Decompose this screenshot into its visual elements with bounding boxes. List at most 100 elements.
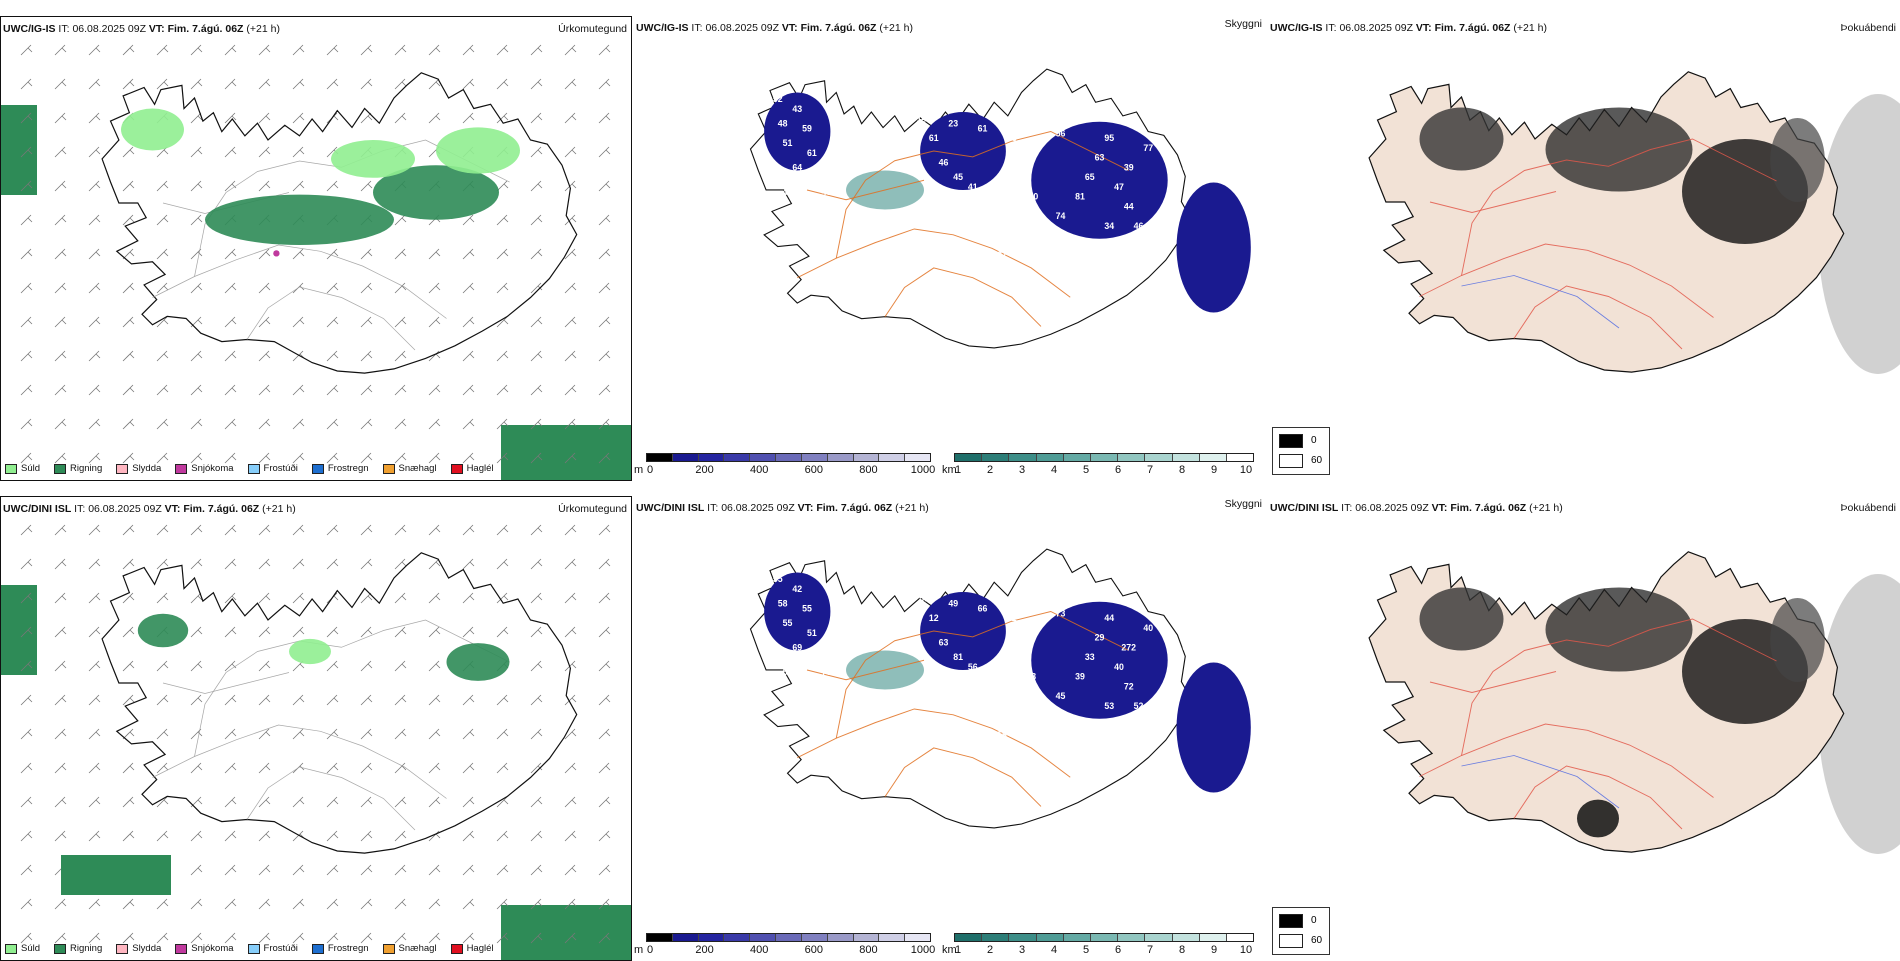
precip-legend-label: Snæhagl (398, 943, 437, 954)
wind-barb (20, 728, 33, 740)
wind-barb (462, 78, 475, 90)
wind-barb (54, 282, 67, 294)
wind-barb (54, 694, 67, 706)
precip-legend-item: Frostúði (247, 463, 298, 474)
ceiling-label: 52 (1134, 701, 1144, 711)
wind-barb (598, 248, 611, 260)
precip-legend-item: Snjókoma (175, 943, 234, 954)
wind-barb (224, 282, 237, 294)
visibility-colorbar: km 1 2 3 4 5 6 7 8 9 10 (942, 451, 1262, 481)
colorbar-segment (776, 934, 802, 941)
wind-barb (156, 350, 169, 362)
ceiling-label: 46 (1095, 260, 1105, 270)
wind-barb (360, 626, 373, 638)
colorbar-segment (982, 454, 1010, 461)
colorbar-segment (1063, 934, 1091, 941)
wind-barb (292, 146, 305, 158)
colorbar-tick: 6 (1114, 944, 1122, 956)
colorbar-tick: 5 (1082, 944, 1090, 956)
wind-barb (598, 418, 611, 430)
wind-barb (88, 146, 101, 158)
wind-barb (54, 592, 67, 604)
wind-barb (54, 248, 67, 260)
colorbar-segment (1063, 454, 1091, 461)
ceiling-label: 45 (1056, 691, 1066, 701)
fog-map (1368, 71, 1900, 374)
colorbar-segment (724, 934, 751, 941)
wind-barb (428, 524, 441, 536)
rain-area (446, 643, 510, 681)
wind-barb (326, 350, 339, 362)
iceland-coastline (749, 548, 1192, 829)
wind-barb (564, 524, 577, 536)
wind-barb (20, 180, 33, 192)
fog-dark-area (1419, 107, 1504, 171)
colorbar-tick: 10 (1239, 944, 1253, 956)
wind-barb (360, 592, 373, 604)
wind-barb (156, 282, 169, 294)
wind-barb (462, 524, 475, 536)
wind-barb (394, 898, 407, 910)
ceiling-label: 59 (1095, 740, 1105, 750)
wind-barb (20, 316, 33, 328)
wind-barb (20, 694, 33, 706)
colorbar-tick: 0 (646, 464, 654, 476)
precip-legend-item: Frostregn (311, 463, 369, 474)
wind-barb (598, 214, 611, 226)
ceiling-label: 36 (987, 270, 997, 280)
wind-barb (360, 384, 373, 396)
wind-barb (224, 830, 237, 842)
wind-barb (156, 248, 169, 260)
colorbar-segment (1090, 454, 1119, 461)
wind-barb (360, 558, 373, 570)
road-line (806, 659, 925, 681)
precip-legend-swatch (5, 943, 17, 954)
wind-barb (598, 932, 611, 944)
wind-barb (224, 146, 237, 158)
wind-barb (530, 78, 543, 90)
wind-barb (360, 660, 373, 672)
wind-barb (496, 694, 509, 706)
ceiling-colorbar: m 0 200 400 600 800 1000 (634, 451, 939, 481)
wind-barb (224, 796, 237, 808)
sea-fog-area (1818, 94, 1900, 374)
ceiling-label: 53 (1114, 730, 1124, 740)
wind-barb (360, 864, 373, 876)
wind-barb (20, 864, 33, 876)
wind-barb (258, 452, 271, 464)
ceiling-label: 72 (1124, 681, 1134, 691)
ceiling-label: 59 (997, 594, 1007, 604)
colorbar-unit: m (634, 944, 644, 956)
wind-barb (326, 694, 339, 706)
wind-barb (462, 830, 475, 842)
wind-barb (530, 558, 543, 570)
wind-barb (428, 44, 441, 56)
ceiling-label: 95 (1065, 779, 1075, 789)
ceiling-label: 48 (778, 119, 788, 129)
wind-barb (462, 112, 475, 124)
colorbar-segment (827, 454, 854, 461)
ceiling-label: 35 (1007, 759, 1017, 769)
wind-barb (462, 592, 475, 604)
colorbar-tick: 400 (750, 464, 769, 476)
wind-barb (88, 282, 101, 294)
drizzle-area (331, 140, 415, 178)
ceiling-colorbar: m 0 200 400 600 800 1000 (634, 931, 939, 961)
wind-barb (326, 898, 339, 910)
wind-barb (394, 418, 407, 430)
iceland-coastline (101, 552, 578, 854)
wind-barb (462, 316, 475, 328)
ceiling-label: 42 (792, 584, 802, 594)
wind-barb (530, 898, 543, 910)
wind-barb (564, 282, 577, 294)
wind-barb (394, 524, 407, 536)
ceiling-label: 69 (987, 750, 997, 760)
wind-barb (20, 350, 33, 362)
wind-barb (462, 626, 475, 638)
colorbar-tick: 2 (986, 944, 994, 956)
ceiling-label: 77 (1065, 299, 1075, 309)
wind-barb (88, 248, 101, 260)
colorbar-segment (801, 934, 828, 941)
sea-fog-area (1818, 574, 1900, 854)
wind-barb (462, 728, 475, 740)
